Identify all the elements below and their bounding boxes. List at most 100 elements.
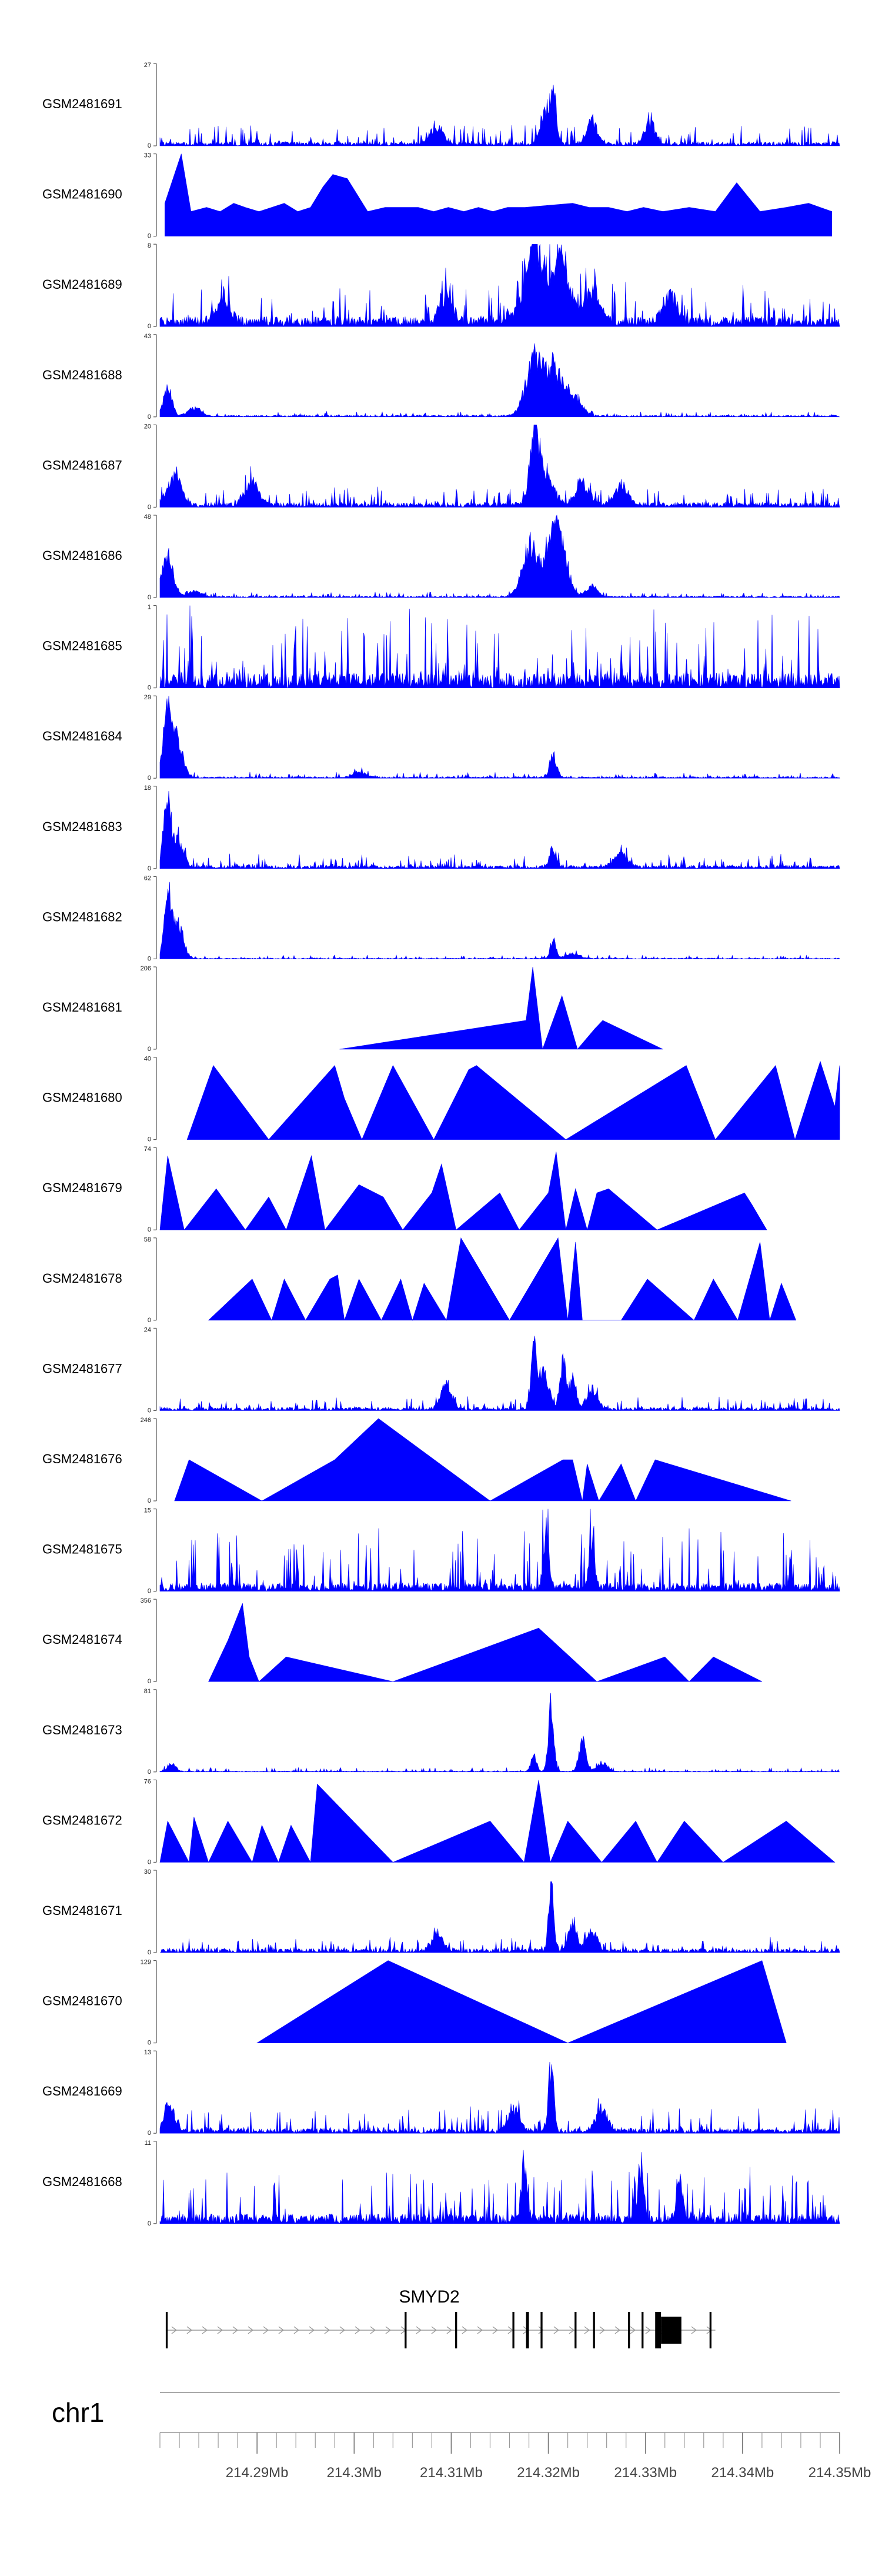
strand-arrow	[385, 2326, 392, 2334]
y-axis-min-label: 0	[148, 413, 151, 421]
y-axis-min-label: 0	[148, 775, 151, 782]
y-axis-min-label: 0	[148, 233, 151, 240]
strand-arrow	[293, 2326, 300, 2334]
track-GSM2481676: GSM2481676 246 0	[42, 1417, 791, 1504]
exon-block	[165, 2312, 168, 2348]
y-axis-max-label: 11	[145, 2140, 151, 2147]
track-label: GSM2481683	[42, 819, 122, 834]
y-axis-max-label: 74	[144, 1146, 151, 1153]
y-axis-max-label: 58	[144, 1236, 151, 1243]
track-GSM2481668: GSM2481668 11 0	[42, 2140, 840, 2227]
track-label: GSM2481691	[42, 96, 122, 111]
axis-tick-label: 214.33Mb	[614, 2465, 677, 2481]
coverage-area	[159, 1693, 840, 1773]
track-GSM2481675: GSM2481675 15 0	[42, 1507, 840, 1595]
track-label: GSM2481688	[42, 368, 122, 382]
y-axis-max-label: 15	[144, 1507, 151, 1514]
axis-tick-label: 214.3Mb	[327, 2465, 382, 2481]
track-GSM2481671: GSM2481671 30 0	[42, 1868, 840, 1956]
y-axis-max-label: 33	[144, 152, 151, 159]
track-GSM2481674: GSM2481674 356 0	[42, 1597, 763, 1685]
track-GSM2481669: GSM2481669 13 0	[42, 2049, 840, 2137]
strand-arrow	[232, 2326, 239, 2334]
y-axis-min-label: 0	[148, 1949, 151, 1956]
genome-axis-track: chr1 214.29Mb 214.3Mb 214.31Mb 214.32Mb 214.3…	[52, 2392, 871, 2481]
strand-arrow	[248, 2326, 254, 2334]
strand-arrow	[278, 2326, 285, 2334]
coverage-area	[159, 243, 840, 328]
y-axis-min-label: 0	[148, 1407, 151, 1414]
gene-name: SMYD2	[399, 2287, 459, 2307]
tracks-layer: GSM2481691270GSM2481690330GSM248168980GS…	[42, 62, 840, 2227]
y-axis-min-label: 0	[148, 503, 151, 510]
exon-block	[627, 2312, 630, 2348]
y-axis-min-label: 0	[148, 1136, 151, 1143]
y-axis-min-label: 0	[148, 1317, 151, 1324]
y-axis-max-label: 81	[144, 1688, 151, 1695]
track-GSM2481672: GSM2481672 76 0	[42, 1778, 836, 1866]
track-label: GSM2481689	[42, 277, 122, 292]
y-axis-max-label: 246	[141, 1417, 151, 1424]
strand-arrow	[186, 2326, 193, 2334]
y-axis-max-label: 27	[144, 62, 151, 69]
exon-block	[642, 2312, 644, 2348]
track-label: GSM2481684	[42, 729, 122, 743]
y-axis-max-label: 29	[144, 694, 151, 701]
track-label: GSM2481678	[42, 1271, 122, 1286]
track-label: GSM2481670	[42, 1994, 122, 2008]
strand-arrow	[599, 2326, 606, 2334]
coverage-area	[159, 425, 840, 508]
strand-arrow	[339, 2326, 346, 2334]
strand-arrow	[492, 2326, 499, 2334]
track-GSM2481689: GSM2481689 8 0	[42, 242, 840, 330]
coverage-area	[159, 1152, 767, 1231]
strand-arrow	[202, 2326, 208, 2334]
track-GSM2481673: GSM2481673 81 0	[42, 1688, 840, 1776]
chromosome-label: chr1	[52, 2397, 104, 2428]
exon-block	[512, 2312, 514, 2348]
coverage-area	[159, 2061, 840, 2134]
axis-tick-label: 214.32Mb	[517, 2465, 580, 2481]
track-GSM2481680: GSM2481680 40 0	[42, 1056, 840, 1143]
y-axis-max-label: 48	[144, 513, 151, 520]
y-axis-min-label: 0	[148, 685, 151, 692]
y-axis-max-label: 62	[144, 875, 151, 882]
coverage-area	[159, 882, 840, 960]
exon-block	[655, 2312, 662, 2348]
track-label: GSM2481685	[42, 639, 122, 653]
y-axis-max-label: 18	[144, 785, 151, 792]
y-axis-min-label: 0	[148, 2220, 151, 2227]
strand-arrow	[370, 2326, 376, 2334]
exon-block	[526, 2312, 529, 2348]
gene-annotation-track: SMYD2	[165, 2287, 716, 2348]
y-axis-max-label: 129	[141, 1959, 151, 1966]
y-axis-min-label: 0	[148, 1678, 151, 1685]
y-axis-min-label: 0	[148, 955, 151, 962]
exon-block	[593, 2312, 595, 2348]
track-GSM2481677: GSM2481677 24 0	[42, 1326, 840, 1414]
exon-block	[709, 2312, 712, 2348]
y-axis-max-label: 8	[148, 242, 151, 249]
strand-arrow	[569, 2326, 575, 2334]
strand-arrow	[324, 2326, 330, 2334]
y-axis-min-label: 0	[148, 865, 151, 872]
track-GSM2481690: GSM2481690 33 0	[42, 152, 833, 240]
exon-block	[574, 2312, 577, 2348]
track-label: GSM2481668	[42, 2174, 122, 2189]
strand-arrow	[630, 2326, 636, 2334]
track-GSM2481687: GSM2481687 20 0	[42, 423, 840, 510]
coverage-area	[208, 1237, 797, 1321]
axis-tick-label: 214.34Mb	[711, 2465, 774, 2481]
strand-arrow	[584, 2326, 590, 2334]
y-axis-min-label: 0	[148, 594, 151, 601]
strand-arrow	[462, 2326, 468, 2334]
strand-arrow	[614, 2326, 621, 2334]
track-label: GSM2481675	[42, 1542, 122, 1557]
track-label: GSM2481680	[42, 1090, 122, 1105]
y-axis-max-label: 1	[148, 604, 151, 611]
y-axis-min-label: 0	[148, 1588, 151, 1595]
y-axis-min-label: 0	[148, 323, 151, 330]
y-axis-min-label: 0	[148, 1497, 151, 1504]
coverage-area	[159, 84, 840, 147]
track-label: GSM2481677	[42, 1361, 122, 1376]
